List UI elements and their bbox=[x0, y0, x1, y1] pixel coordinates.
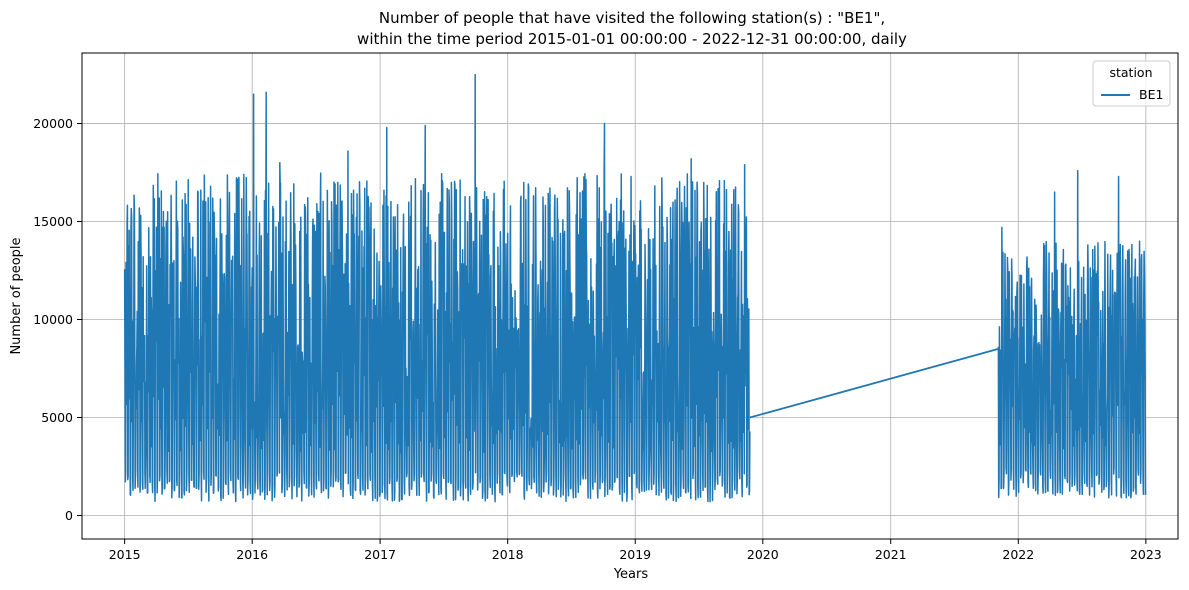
y-tick-label: 20000 bbox=[33, 116, 73, 131]
y-axis-label: Number of people bbox=[9, 237, 24, 354]
y-tick-label: 5000 bbox=[41, 410, 73, 425]
plot-frame bbox=[81, 52, 1179, 540]
series-segment-1 bbox=[123, 73, 751, 503]
x-axis-ticks: 2015 2016 2017 2018 2019 2020 2021 2022 2023 bbox=[109, 539, 1162, 562]
x-axis-label: Years bbox=[613, 567, 649, 582]
series-segment-2 bbox=[997, 169, 1147, 499]
legend: station BE1 bbox=[1092, 60, 1171, 107]
x-tick-label: 2015 bbox=[109, 547, 141, 562]
series-gap-line bbox=[749, 348, 999, 419]
y-tick-label: 15000 bbox=[33, 214, 73, 229]
x-tick-label: 2021 bbox=[875, 547, 907, 562]
x-tick-label: 2023 bbox=[1130, 547, 1162, 562]
x-tick-label: 2016 bbox=[236, 547, 268, 562]
x-tick-label: 2019 bbox=[619, 547, 651, 562]
x-tick-label: 2017 bbox=[364, 547, 396, 562]
x-tick-label: 2020 bbox=[747, 547, 779, 562]
chart-title-line2: within the time period 2015-01-01 00:00:… bbox=[357, 30, 907, 48]
chart-title-line1: Number of people that have visited the f… bbox=[379, 9, 885, 27]
legend-title: station bbox=[1109, 65, 1152, 80]
x-tick-label: 2022 bbox=[1002, 547, 1034, 562]
x-tick-label: 2018 bbox=[492, 547, 524, 562]
y-axis-ticks: 0 5000 10000 15000 20000 bbox=[33, 116, 82, 523]
y-tick-label: 0 bbox=[65, 508, 73, 523]
series-be1 bbox=[123, 73, 1147, 503]
legend-entry-be1: BE1 bbox=[1139, 87, 1163, 102]
y-tick-label: 10000 bbox=[33, 312, 73, 327]
